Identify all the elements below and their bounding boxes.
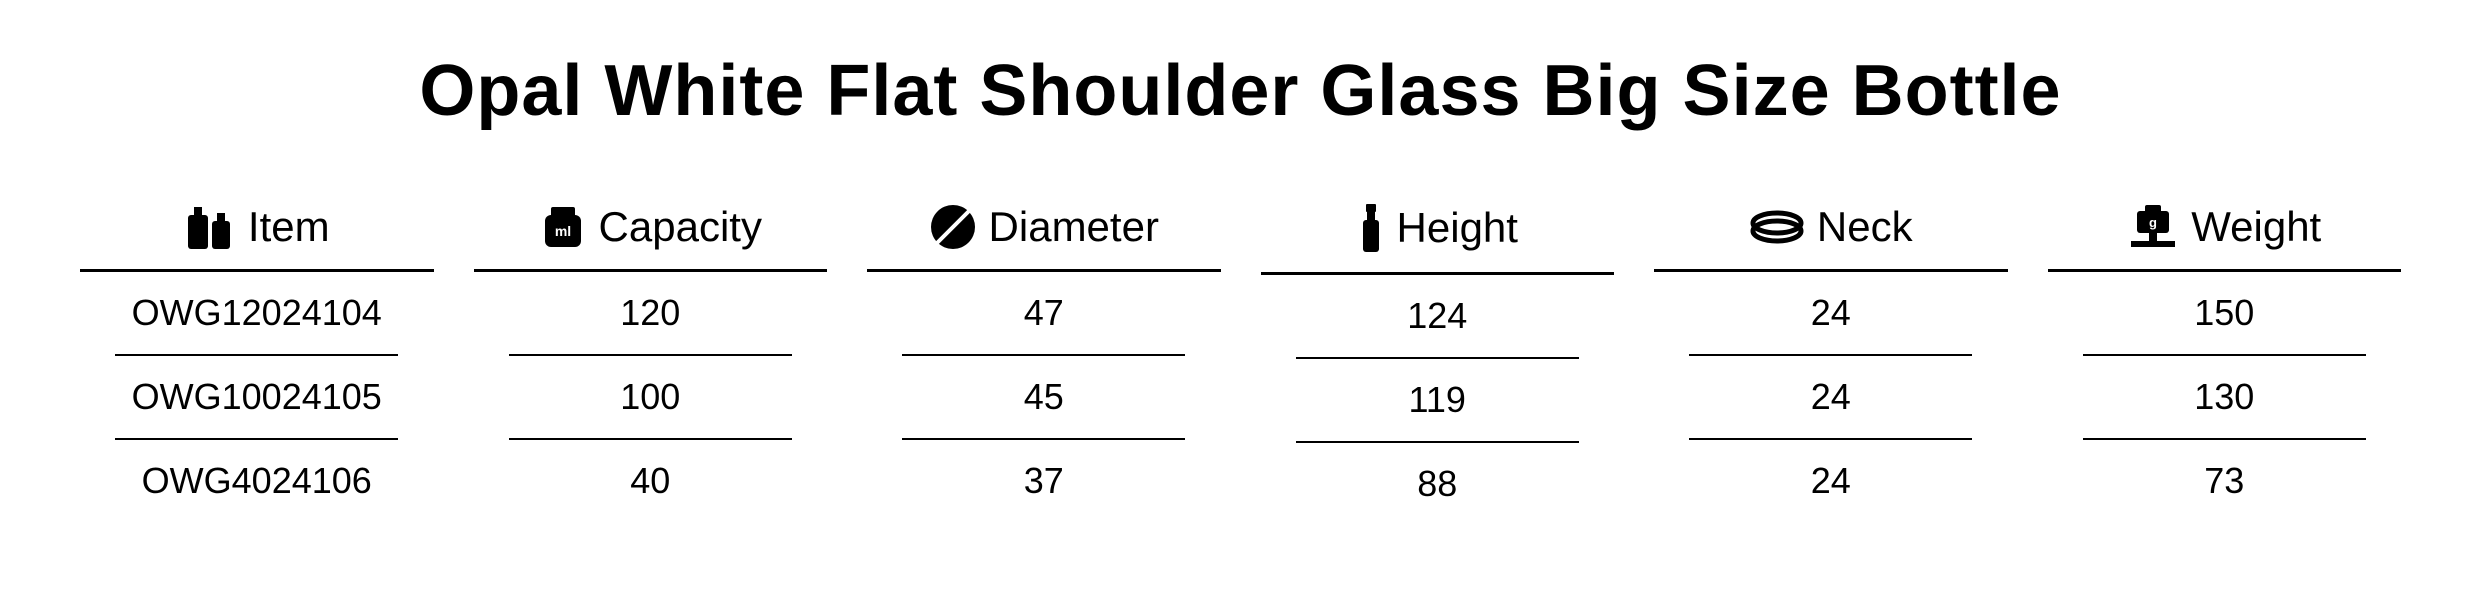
bottle-height-icon — [1357, 202, 1385, 254]
table-cell: OWG4024106 — [115, 440, 398, 522]
weight-g-icon: g — [2127, 205, 2179, 249]
svg-text:g: g — [2149, 215, 2157, 230]
column-label: Weight — [2191, 203, 2321, 251]
bottles-icon — [184, 203, 236, 251]
jar-ml-icon: ml — [539, 203, 587, 251]
column-label: Height — [1397, 204, 1518, 252]
neck-ring-icon — [1749, 207, 1805, 247]
table-cell: 24 — [1689, 440, 1972, 522]
table-cell: 120 — [509, 272, 792, 356]
column-header-item: Item — [80, 202, 434, 272]
column-header-height: Height — [1261, 202, 1615, 275]
column-capacity: ml Capacity 120 100 40 — [474, 202, 828, 525]
table-cell: 150 — [2083, 272, 2366, 356]
table-cell: 37 — [902, 440, 1185, 522]
column-item: Item OWG12024104 OWG10024105 OWG4024106 — [80, 202, 434, 525]
table-cell: 45 — [902, 356, 1185, 440]
table-cell: 47 — [902, 272, 1185, 356]
column-header-neck: Neck — [1654, 202, 2008, 272]
column-neck: Neck 24 24 24 — [1654, 202, 2008, 525]
diameter-icon — [929, 203, 977, 251]
table-cell: 124 — [1296, 275, 1579, 359]
column-label: Item — [248, 203, 330, 251]
table-cell: OWG12024104 — [115, 272, 398, 356]
column-header-weight: g Weight — [2048, 202, 2402, 272]
column-header-capacity: ml Capacity — [474, 202, 828, 272]
table-cell: OWG10024105 — [115, 356, 398, 440]
table-cell: 119 — [1296, 359, 1579, 443]
column-label: Diameter — [989, 203, 1159, 251]
spec-table: Item OWG12024104 OWG10024105 OWG4024106 … — [80, 202, 2401, 525]
svg-text:ml: ml — [554, 223, 570, 239]
table-cell: 40 — [509, 440, 792, 522]
table-cell: 88 — [1296, 443, 1579, 525]
table-cell: 100 — [509, 356, 792, 440]
table-cell: 73 — [2083, 440, 2366, 522]
column-weight: g Weight 150 130 73 — [2048, 202, 2402, 525]
column-height: Height 124 119 88 — [1261, 202, 1615, 525]
table-cell: 24 — [1689, 272, 1972, 356]
column-diameter: Diameter 47 45 37 — [867, 202, 1221, 525]
column-label: Neck — [1817, 203, 1913, 251]
column-label: Capacity — [599, 203, 762, 251]
column-header-diameter: Diameter — [867, 202, 1221, 272]
table-cell: 130 — [2083, 356, 2366, 440]
page-title: Opal White Flat Shoulder Glass Big Size … — [80, 50, 2401, 132]
table-cell: 24 — [1689, 356, 1972, 440]
